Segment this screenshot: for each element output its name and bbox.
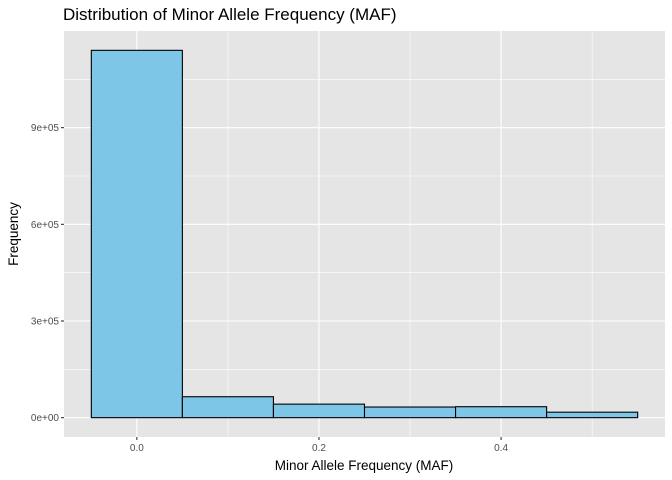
y-axis: 0e+00 3e+05 6e+05 9e+05	[31, 123, 64, 424]
x-tick-label-2: 0.4	[494, 443, 508, 454]
histogram-bar-1	[181, 396, 274, 419]
y-axis-title: Frequency	[6, 202, 21, 266]
y-tick-label-0: 0e+00	[31, 413, 60, 424]
histogram-bar-3	[363, 406, 457, 419]
y-tick-label-2: 6e+05	[31, 220, 60, 231]
x-axis: 0.0 0.2 0.4	[130, 437, 508, 454]
x-axis-title: Minor Allele Frequency (MAF)	[275, 458, 454, 473]
histogram-bar-0	[90, 49, 183, 419]
chart-title: Distribution of Minor Allele Frequency (…	[63, 5, 397, 24]
histogram-bar-5	[546, 411, 639, 419]
y-tick-label-1: 3e+05	[31, 317, 60, 328]
x-tick-label-1: 0.2	[312, 443, 326, 454]
y-tick-label-3: 9e+05	[31, 123, 60, 134]
histogram-bar-2	[272, 403, 366, 419]
histogram-bar-4	[455, 406, 548, 419]
x-tick-label-0: 0.0	[130, 443, 144, 454]
histogram-bars	[90, 49, 639, 419]
